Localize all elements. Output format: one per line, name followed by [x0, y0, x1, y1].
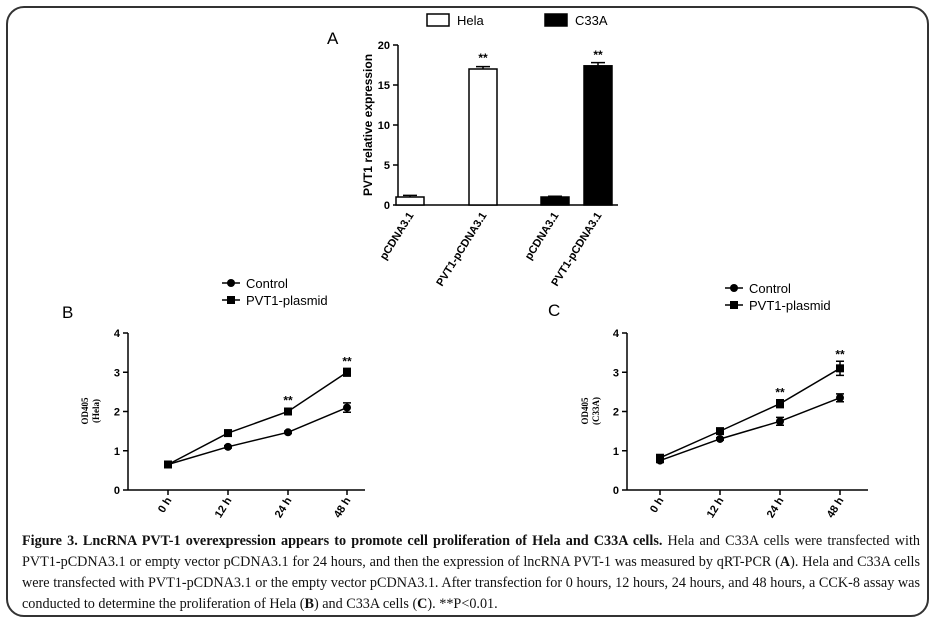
y-tick-label: 3 — [613, 367, 619, 379]
x-tick-label: 12 h — [705, 495, 727, 520]
caption-run: C — [417, 596, 428, 612]
x-tick-label: pCDNA3.1 — [378, 210, 417, 262]
legend-swatch — [544, 13, 568, 27]
significance: ** — [835, 347, 845, 361]
bar — [540, 196, 570, 206]
marker-square — [224, 429, 232, 438]
y-axis-label: (Hela) — [91, 399, 101, 423]
error-bar — [476, 65, 490, 69]
marker-square — [284, 407, 292, 416]
marker-circle — [776, 417, 784, 426]
y-tick-label: 1 — [114, 446, 120, 458]
y-axis-label: OD405 — [580, 397, 590, 425]
legend-label: C33A — [575, 13, 608, 28]
x-tick-label: 12 h — [213, 495, 235, 520]
marker-square — [716, 427, 724, 436]
x-tick-label: 24 h — [765, 495, 787, 520]
marker-circle — [284, 428, 292, 437]
caption-run: A — [779, 554, 791, 570]
error-bar — [548, 195, 562, 197]
caption-run: Hela and C33A cells were transfected wit… — [22, 533, 920, 570]
legend-label: PVT1-plasmid — [246, 293, 328, 308]
legend-marker — [730, 301, 738, 309]
marker-square — [776, 399, 784, 408]
panel-label: B — [62, 303, 73, 322]
y-tick-label: 4 — [114, 328, 121, 340]
marker-square — [656, 453, 664, 462]
significance: ** — [478, 51, 488, 65]
series-line — [659, 367, 841, 459]
y-tick-label: 10 — [378, 120, 390, 132]
legend-swatch — [426, 13, 450, 27]
caption-run: B — [304, 596, 314, 612]
significance: ** — [342, 354, 352, 368]
legend-label: PVT1-plasmid — [749, 298, 831, 313]
legend-label: Control — [749, 281, 791, 296]
significance: ** — [775, 386, 785, 400]
bar — [395, 196, 425, 206]
x-tick-label: 0 h — [156, 495, 175, 515]
y-tick-label: 3 — [114, 367, 120, 379]
marker-circle — [224, 442, 232, 451]
error-bar — [403, 194, 417, 197]
marker-circle — [343, 403, 351, 412]
marker-square — [343, 368, 351, 377]
y-tick-label: 5 — [384, 160, 390, 172]
y-tick-label: 1 — [613, 446, 619, 458]
marker-circle — [836, 393, 844, 402]
series-line — [659, 397, 841, 462]
x-tick-label: 48 h — [825, 495, 847, 520]
series-line — [167, 371, 348, 466]
panel-label: C — [548, 301, 560, 320]
legend-label: Control — [246, 276, 288, 291]
y-tick-label: 0 — [384, 200, 390, 212]
legend-marker — [227, 279, 235, 287]
bar — [468, 68, 498, 206]
x-tick-label: 48 h — [332, 495, 354, 520]
y-tick-label: 2 — [613, 407, 619, 419]
x-tick-label: 0 h — [648, 495, 667, 515]
caption-run: ) and C33A cells ( — [313, 596, 418, 612]
legend-marker — [227, 296, 235, 304]
x-tick-label: pCDNA3.1 — [523, 210, 562, 262]
series-line — [167, 406, 348, 466]
marker-square — [164, 460, 172, 469]
x-tick-label: PVT1-pCDNA3.1 — [434, 210, 489, 288]
caption-run: ). **P<0.01. — [427, 596, 498, 612]
y-tick-label: 20 — [378, 40, 390, 52]
y-tick-label: 0 — [613, 485, 619, 497]
significance: ** — [593, 48, 603, 62]
y-tick-label: 0 — [114, 485, 120, 497]
figure-frame — [6, 6, 929, 617]
panel-label: A — [327, 29, 339, 48]
error-bar — [591, 61, 605, 66]
y-tick-label: 15 — [378, 80, 390, 92]
y-tick-label: 2 — [114, 407, 120, 419]
bar — [583, 65, 613, 206]
legend-label: Hela — [457, 13, 485, 28]
marker-circle — [716, 434, 724, 443]
significance: ** — [283, 394, 293, 408]
legend-marker — [730, 284, 738, 292]
x-tick-label: 24 h — [273, 495, 295, 520]
caption-run: Figure 3. LncRNA PVT-1 overexpression ap… — [22, 533, 663, 549]
marker-square — [836, 364, 844, 373]
figure-caption: Figure 3. LncRNA PVT-1 overexpression ap… — [22, 531, 920, 615]
y-axis-label: PVT1 relative expression — [361, 54, 375, 196]
y-axis-label: OD405 — [80, 397, 90, 425]
y-tick-label: 4 — [613, 328, 620, 340]
caption-run: ). Hela and C33A cells were transfected … — [22, 554, 921, 612]
y-axis-label: (C33A) — [591, 397, 601, 425]
